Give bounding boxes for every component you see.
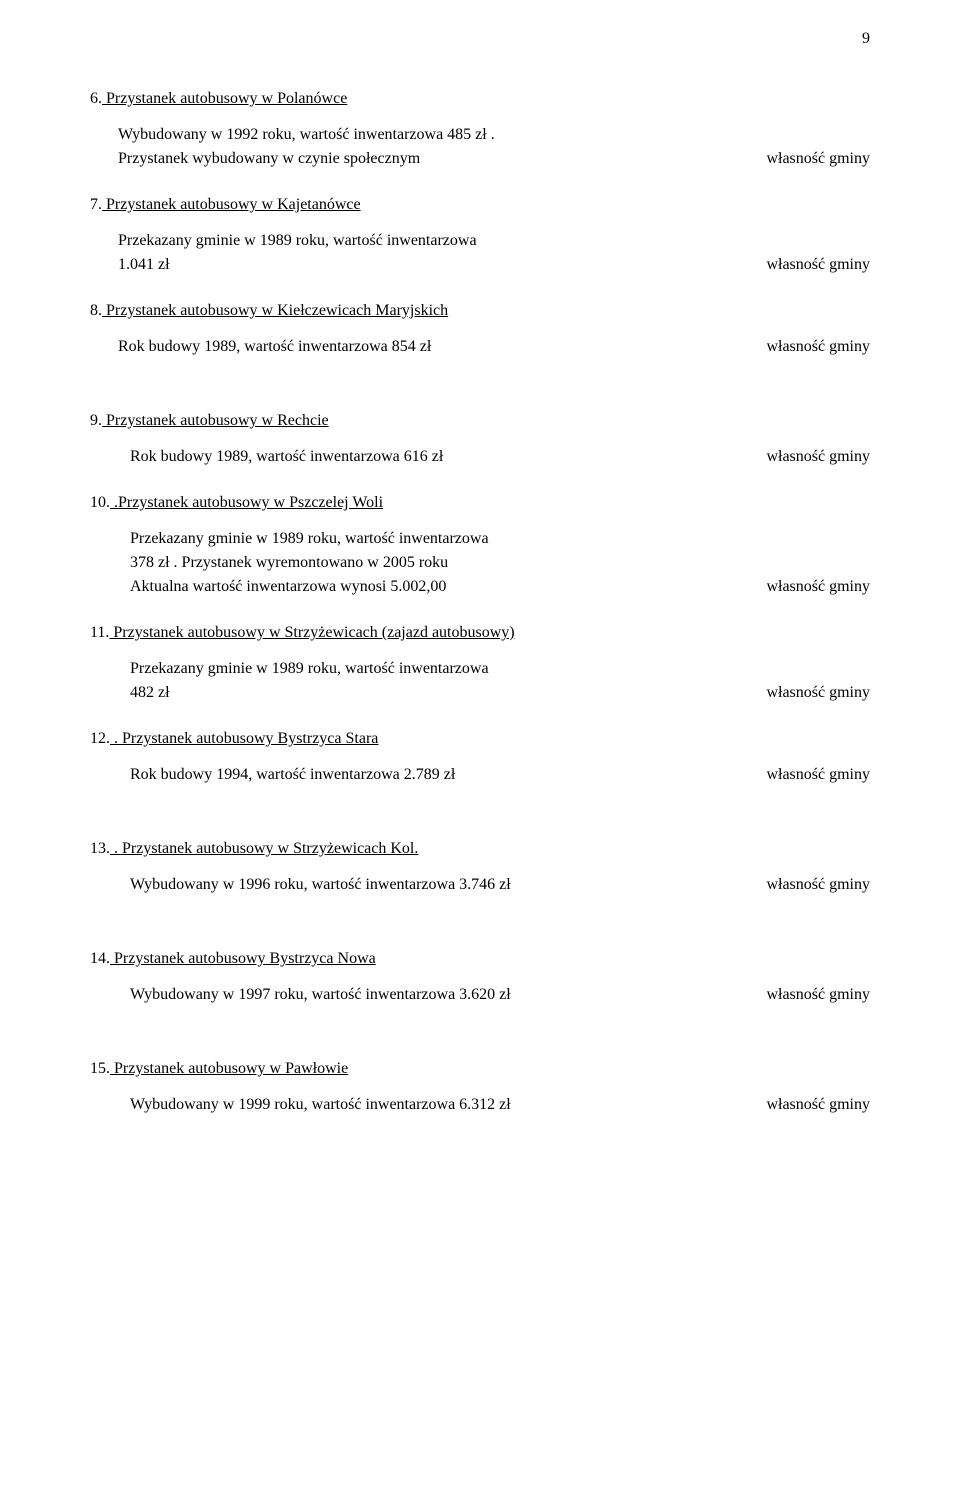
item-number: 14. — [90, 950, 110, 967]
item-heading: 14. Przystanek autobusowy Bystrzyca Nowa — [90, 950, 870, 968]
ownership-label: własność gminy — [766, 448, 870, 466]
item-line-text: Wybudowany w 1999 roku, wartość inwentar… — [90, 1096, 766, 1114]
item-heading: 11. Przystanek autobusowy w Strzyżewicac… — [90, 624, 870, 642]
ownership-label: własność gminy — [766, 338, 870, 356]
item-line-text: Rok budowy 1994, wartość inwentarzowa 2.… — [90, 766, 766, 784]
section-gap — [90, 362, 870, 384]
item-number: 12. — [90, 730, 110, 747]
item-line: 378 zł . Przystanek wyremontowano w 2005… — [90, 554, 870, 572]
item-title: Przystanek autobusowy w Kiełczewicach Ma… — [102, 302, 448, 319]
item-line-text: 378 zł . Przystanek wyremontowano w 2005… — [90, 554, 870, 572]
ownership-label: własność gminy — [766, 986, 870, 1004]
item-line: Przekazany gminie w 1989 roku, wartość i… — [90, 530, 870, 548]
item-title: Przystanek autobusowy w Rechcie — [102, 412, 329, 429]
item-line-text: Wybudowany w 1992 roku, wartość inwentar… — [90, 126, 870, 144]
item-line-text: Przekazany gminie w 1989 roku, wartość i… — [90, 660, 870, 678]
item-line-text: Wybudowany w 1996 roku, wartość inwentar… — [90, 876, 766, 894]
item-line-text: 482 zł — [90, 684, 766, 702]
item-line: Wybudowany w 1992 roku, wartość inwentar… — [90, 126, 870, 144]
item-title: Przystanek autobusowy w Strzyżewicach (z… — [109, 624, 514, 641]
item-title: . Przystanek autobusowy w Strzyżewicach … — [110, 840, 418, 857]
item-line: Przekazany gminie w 1989 roku, wartość i… — [90, 660, 870, 678]
ownership-label: własność gminy — [766, 684, 870, 702]
item-line-text: Aktualna wartość inwentarzowa wynosi 5.0… — [90, 578, 766, 596]
item-line-text: 1.041 zł — [90, 256, 766, 274]
item-line: Wybudowany w 1996 roku, wartość inwentar… — [90, 876, 870, 894]
item-number: 11. — [90, 624, 109, 641]
item-line-text: Przekazany gminie w 1989 roku, wartość i… — [90, 232, 870, 250]
ownership-label: własność gminy — [766, 876, 870, 894]
ownership-label: własność gminy — [766, 578, 870, 596]
page: 9 6. Przystanek autobusowy w Polanówce Wy… — [0, 0, 960, 1180]
ownership-label: własność gminy — [766, 150, 870, 168]
item-title: Przystanek autobusowy w Kajetanówce — [102, 196, 361, 213]
item-heading: 13. . Przystanek autobusowy w Strzyżewic… — [90, 840, 870, 858]
item-heading: 8. Przystanek autobusowy w Kiełczewicach… — [90, 302, 870, 320]
item-line: Wybudowany w 1999 roku, wartość inwentar… — [90, 1096, 870, 1114]
item-number: 13. — [90, 840, 110, 857]
item-line-text: Przekazany gminie w 1989 roku, wartość i… — [90, 530, 870, 548]
section-gap — [90, 900, 870, 922]
item-line: Przekazany gminie w 1989 roku, wartość i… — [90, 232, 870, 250]
item-title: . Przystanek autobusowy Bystrzyca Stara — [110, 730, 378, 747]
item-heading: 15. Przystanek autobusowy w Pawłowie — [90, 1060, 870, 1078]
section-gap — [90, 1010, 870, 1032]
item-heading: 6. Przystanek autobusowy w Polanówce — [90, 90, 870, 108]
item-heading: 10. .Przystanek autobusowy w Pszczelej W… — [90, 494, 870, 512]
page-number: 9 — [862, 30, 870, 48]
item-title: .Przystanek autobusowy w Pszczelej Woli — [110, 494, 383, 511]
item-number: 6. — [90, 90, 102, 107]
item-line: Wybudowany w 1997 roku, wartość inwentar… — [90, 986, 870, 1004]
item-title: Przystanek autobusowy w Pawłowie — [110, 1060, 348, 1077]
item-number: 8. — [90, 302, 102, 319]
item-line: Rok budowy 1989, wartość inwentarzowa 85… — [90, 338, 870, 356]
item-title: Przystanek autobusowy w Polanówce — [102, 90, 347, 107]
section-gap — [90, 790, 870, 812]
ownership-label: własność gminy — [766, 1096, 870, 1114]
item-line-text: Rok budowy 1989, wartość inwentarzowa 85… — [90, 338, 766, 356]
item-number: 9. — [90, 412, 102, 429]
item-line: Rok budowy 1994, wartość inwentarzowa 2.… — [90, 766, 870, 784]
item-line-text: Rok budowy 1989, wartość inwentarzowa 61… — [90, 448, 766, 466]
item-number: 10. — [90, 494, 110, 511]
item-line: 482 złwłasność gminy — [90, 684, 870, 702]
item-line: Aktualna wartość inwentarzowa wynosi 5.0… — [90, 578, 870, 596]
item-heading: 12. . Przystanek autobusowy Bystrzyca St… — [90, 730, 870, 748]
item-line-text: Przystanek wybudowany w czynie społeczny… — [90, 150, 766, 168]
item-line: 1.041 złwłasność gminy — [90, 256, 870, 274]
item-line-text: Wybudowany w 1997 roku, wartość inwentar… — [90, 986, 766, 1004]
item-line: Przystanek wybudowany w czynie społeczny… — [90, 150, 870, 168]
item-number: 15. — [90, 1060, 110, 1077]
ownership-label: własność gminy — [766, 766, 870, 784]
item-heading: 7. Przystanek autobusowy w Kajetanówce — [90, 196, 870, 214]
item-heading: 9. Przystanek autobusowy w Rechcie — [90, 412, 870, 430]
item-title: Przystanek autobusowy Bystrzyca Nowa — [110, 950, 376, 967]
ownership-label: własność gminy — [766, 256, 870, 274]
item-number: 7. — [90, 196, 102, 213]
item-line: Rok budowy 1989, wartość inwentarzowa 61… — [90, 448, 870, 466]
document-content: 6. Przystanek autobusowy w Polanówce Wybu… — [90, 90, 870, 1114]
